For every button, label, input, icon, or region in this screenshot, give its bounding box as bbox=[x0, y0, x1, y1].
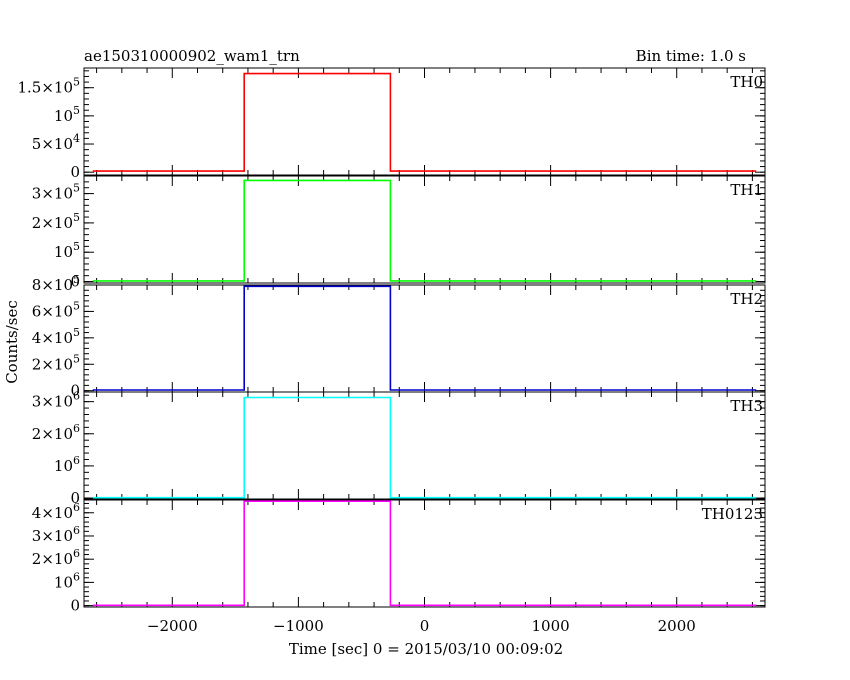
panel-frame bbox=[83, 499, 766, 608]
y-tick-label: 3×105 bbox=[32, 182, 80, 203]
series-line-th0123 bbox=[92, 500, 757, 607]
series-line-th1 bbox=[92, 179, 757, 282]
panel-label: TH1 bbox=[730, 181, 763, 199]
panel-frame bbox=[83, 391, 766, 500]
y-tick-label: 6×105 bbox=[32, 299, 80, 320]
series-line-th2 bbox=[92, 285, 757, 391]
panel-label: TH0123 bbox=[702, 505, 763, 523]
panel-th1: 0 105 2×105 3×105 TH1 bbox=[32, 175, 766, 291]
y-tick-label: 5×104 bbox=[32, 132, 80, 153]
panel-frame bbox=[83, 175, 766, 284]
y-tick-label: 2×106 bbox=[32, 547, 80, 568]
panels-group: 0 5×104 105 1.5×105 TH0 0 105 2×105 3×105 TH1 0 2×1… bbox=[17, 67, 766, 635]
y-tick-label: 3×106 bbox=[32, 390, 80, 411]
x-tick-label: 2000 bbox=[658, 617, 696, 635]
x-tick-label: −1000 bbox=[273, 617, 324, 635]
panel-th2: 0 2×105 4×105 6×105 8×105 TH2 bbox=[32, 273, 766, 400]
series-line-th0 bbox=[92, 72, 757, 172]
y-tick-label: 8×105 bbox=[32, 273, 80, 294]
panel-th0: 0 5×104 105 1.5×105 TH0 bbox=[17, 67, 766, 181]
y-tick-label: 106 bbox=[54, 454, 80, 475]
y-tick-label: 105 bbox=[54, 104, 80, 125]
y-tick-label: 105 bbox=[54, 240, 80, 261]
x-tick-label: 0 bbox=[420, 617, 430, 635]
y-tick-label: 0 bbox=[70, 597, 80, 615]
panel-label: TH3 bbox=[730, 397, 763, 415]
y-tick-label: 0 bbox=[70, 489, 80, 507]
y-tick-label: 4×106 bbox=[32, 501, 80, 522]
panel-frame bbox=[83, 67, 766, 176]
y-tick-label: 4×105 bbox=[32, 326, 80, 347]
y-tick-label: 106 bbox=[54, 570, 80, 591]
series-line-th3 bbox=[92, 396, 757, 499]
y-tick-label: 2×105 bbox=[32, 211, 80, 232]
y-tick-label: 0 bbox=[70, 273, 80, 291]
y-tick-label: 0 bbox=[70, 163, 80, 181]
y-tick-label: 3×106 bbox=[32, 524, 80, 545]
x-axis-label: Time [sec] 0 = 2015/03/10 00:09:02 bbox=[289, 640, 563, 658]
y-tick-label: 2×105 bbox=[32, 352, 80, 373]
panel-th3: 0 106 2×106 3×106 TH3 bbox=[32, 390, 766, 507]
panel-label: TH0 bbox=[730, 73, 763, 91]
panel-label: TH2 bbox=[730, 290, 763, 308]
chart-title: ae150310000902_wam1_trn bbox=[84, 47, 300, 65]
y-tick-label: 1.5×105 bbox=[17, 76, 80, 97]
x-tick-label: −2000 bbox=[147, 617, 198, 635]
x-tick-label: 1000 bbox=[532, 617, 570, 635]
panel-frame bbox=[83, 284, 766, 393]
y-tick-label: 2×106 bbox=[32, 422, 80, 443]
y-tick-label: 0 bbox=[70, 382, 80, 400]
bin-time-label: Bin time: 1.0 s bbox=[636, 47, 746, 65]
y-axis-label: Counts/sec bbox=[3, 300, 21, 384]
